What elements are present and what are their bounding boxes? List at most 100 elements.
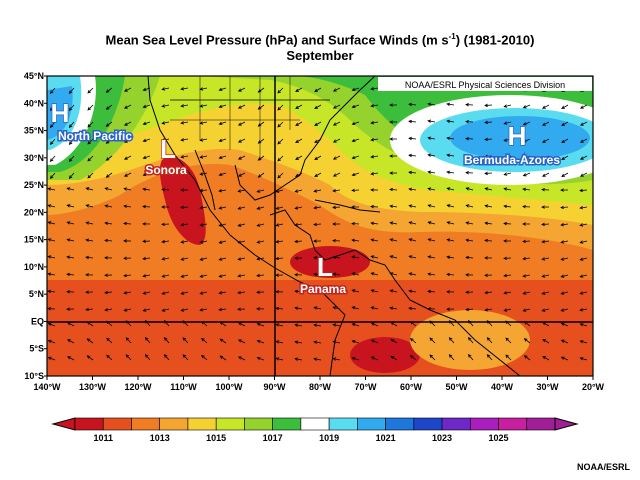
pressure-center-letter: H (51, 98, 70, 128)
pressure-center-name: Panama (300, 282, 346, 296)
wind-arrow (180, 155, 189, 159)
wind-arrow (257, 121, 265, 127)
wind-arrow (408, 102, 417, 107)
wind-arrow (123, 204, 132, 208)
wind-arrow (446, 221, 455, 225)
wind-arrow (68, 155, 75, 162)
wind-arrow (256, 273, 265, 278)
wind-arrow (351, 306, 360, 310)
wind-arrow (87, 104, 94, 111)
wind-arrow (408, 272, 417, 276)
wind-arrow (542, 155, 550, 160)
wind-arrow (560, 322, 569, 327)
wind-arrow (522, 239, 531, 244)
wind-arrow (409, 338, 417, 344)
wind-arrow (218, 291, 227, 295)
wind-arrow (370, 204, 379, 209)
wind-arrow (237, 257, 246, 261)
wind-arrow (484, 204, 493, 208)
wind-arrow (142, 308, 151, 312)
wind-arrow (522, 155, 531, 160)
wind-arrow (180, 308, 189, 312)
wind-arrow (180, 121, 189, 125)
wind-arrow (542, 104, 550, 109)
wind-arrow (237, 240, 246, 244)
wind-arrow (370, 121, 379, 125)
colorbar-label: 1017 (263, 433, 283, 443)
wind-arrow (484, 120, 493, 125)
wind-arrow (429, 354, 436, 361)
wind-arrow (257, 155, 265, 161)
wind-arrow (465, 255, 474, 260)
wind-arrow (47, 356, 56, 361)
wind-arrow (144, 319, 151, 327)
wind-arrow (370, 289, 379, 293)
wind-arrow (446, 153, 455, 158)
wind-arrow (389, 204, 398, 208)
colorbar-swatch (357, 417, 386, 431)
colorbar-label: 1021 (376, 433, 396, 443)
wind-arrow (484, 154, 493, 159)
wind-arrow (277, 155, 284, 162)
wind-arrow (275, 323, 284, 327)
longitude-labels: 140°W 130°W 120°W 110°W 100°W 90°W 80°W 70°W 60°… (33, 376, 605, 392)
wind-arrow (256, 189, 265, 193)
lat-label: 5°S (29, 344, 44, 354)
wind-arrow (237, 104, 246, 109)
wind-arrow (199, 291, 208, 295)
wind-arrow (237, 87, 246, 92)
wind-arrow (313, 289, 322, 293)
wind-arrow (85, 204, 94, 208)
wind-arrow (389, 103, 398, 107)
colorbar-label: 1013 (150, 433, 170, 443)
wind-arrow (105, 155, 113, 161)
wind-arrow (465, 238, 474, 242)
wind-arrow (199, 87, 208, 91)
wind-arrow (579, 323, 588, 327)
wind-arrow (142, 187, 151, 192)
wind-arrow (295, 87, 303, 92)
wind-arrow (123, 239, 132, 243)
wind-arrow (522, 121, 531, 126)
lat-label: 25°N (24, 180, 44, 190)
wind-arrow (522, 222, 531, 226)
wind-arrow (142, 239, 151, 243)
lon-label: 120°W (124, 382, 152, 392)
wind-arrow (199, 172, 208, 176)
wind-arrow (86, 321, 94, 327)
wind-arrow (218, 121, 227, 126)
pressure-center-letter: H (508, 121, 527, 151)
lon-label: 50°W (445, 382, 468, 392)
wind-arrow (123, 273, 132, 278)
wind-arrow (237, 339, 246, 344)
lon-label: 70°W (354, 382, 377, 392)
wind-arrow (389, 171, 398, 175)
wind-arrow (408, 170, 417, 175)
wind-arrow (142, 291, 151, 295)
wind-arrow (161, 222, 170, 227)
wind-arrow (503, 256, 512, 261)
wind-arrow (503, 172, 512, 176)
wind-arrow (389, 187, 398, 192)
wind-arrow (66, 204, 75, 208)
colorbar: 1011 1013 1015 1017 1019 1021 1023 1025 (51, 417, 579, 443)
wind-arrow (484, 290, 493, 295)
wind-arrow (370, 238, 379, 242)
wind-arrow (332, 289, 341, 293)
wind-arrow (561, 138, 569, 143)
wind-arrow (123, 172, 132, 177)
wind-arrow (523, 338, 531, 344)
wind-arrow (295, 172, 303, 177)
wind-arrow (522, 172, 531, 177)
wind-arrow (427, 204, 436, 208)
wind-arrow (182, 354, 189, 361)
wind-arrow (332, 155, 341, 160)
lon-label: 20°W (582, 382, 605, 392)
wind-arrow (161, 291, 170, 295)
lat-label: 40°N (24, 98, 44, 108)
wind-arrow (180, 87, 189, 91)
wind-arrow (275, 306, 284, 311)
wind-arrow (294, 239, 303, 244)
wind-arrow (503, 155, 512, 159)
wind-arrow (389, 289, 398, 293)
